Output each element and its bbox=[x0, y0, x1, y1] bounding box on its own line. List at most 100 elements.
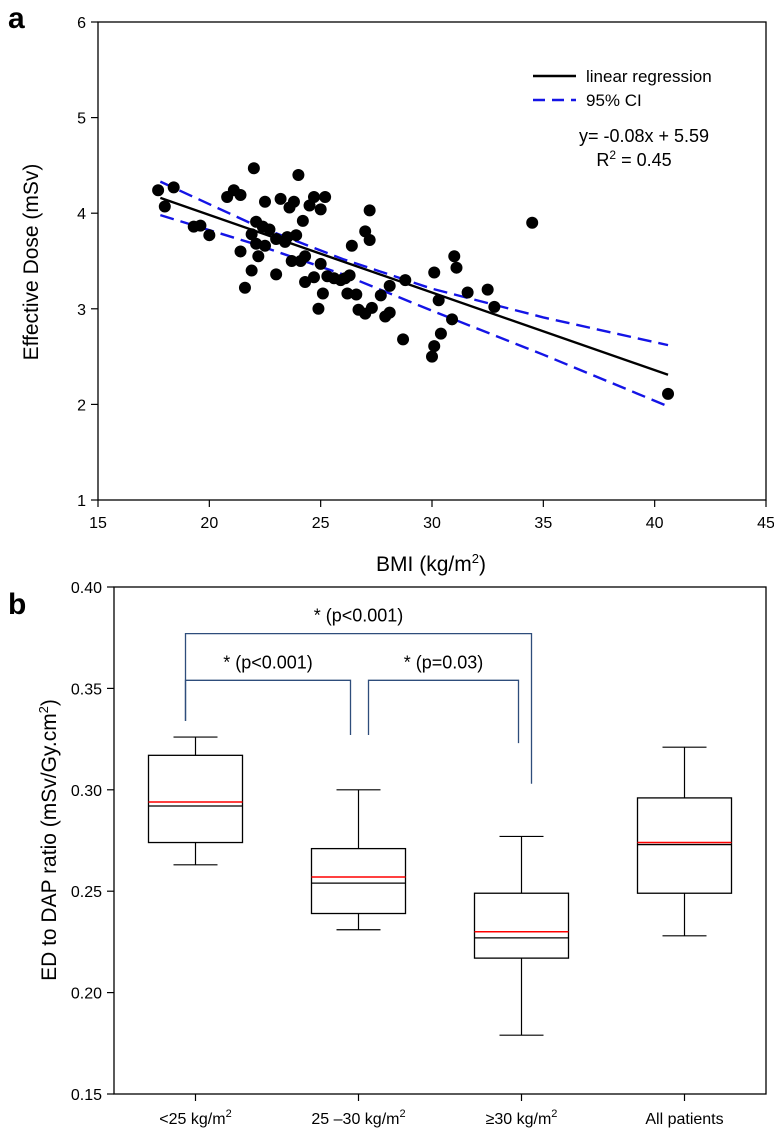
category-label-superscript: 2 bbox=[551, 1108, 557, 1120]
data-point bbox=[307, 190, 320, 203]
comparison-label: * (p<0.001) bbox=[314, 606, 404, 626]
data-point bbox=[428, 340, 441, 353]
data-point bbox=[383, 279, 396, 292]
data-point bbox=[314, 257, 327, 270]
data-point bbox=[299, 276, 312, 289]
y-tick-label: 0.15 bbox=[71, 1087, 102, 1104]
data-point bbox=[245, 264, 258, 277]
ci-upper-line bbox=[159, 180, 669, 347]
data-point bbox=[274, 192, 287, 205]
data-point bbox=[481, 283, 494, 296]
panel-a-legend: linear regression 95% CI bbox=[533, 67, 712, 110]
category-label-text: ≥30 kg/m bbox=[486, 1111, 552, 1128]
data-point bbox=[194, 219, 207, 232]
data-point bbox=[428, 266, 441, 279]
data-point bbox=[247, 162, 260, 175]
data-point bbox=[299, 250, 312, 263]
data-point bbox=[290, 229, 303, 242]
data-point bbox=[238, 281, 251, 294]
box-plot bbox=[310, 789, 407, 931]
interquartile-box bbox=[310, 847, 407, 915]
regression-line bbox=[159, 196, 669, 376]
panel-b-comparison-brackets: * (p<0.001) * (p<0.001) * (p=0.03) bbox=[184, 606, 533, 784]
data-point bbox=[399, 274, 412, 287]
data-point bbox=[287, 195, 300, 208]
box-plot bbox=[147, 736, 244, 866]
data-point bbox=[365, 301, 378, 314]
x-tick-label: 25 bbox=[312, 515, 330, 532]
panel-b-y-axis-title: ED to DAP ratio (mSv/Gy.cm2) bbox=[36, 699, 61, 981]
y-tick-label: 5 bbox=[77, 111, 86, 128]
data-point bbox=[259, 195, 271, 208]
comparison-bracket bbox=[184, 679, 352, 736]
data-point bbox=[345, 239, 358, 252]
panel-b-y-axis-title-suffix: ) bbox=[38, 699, 61, 706]
category-label-superscript: 2 bbox=[399, 1108, 405, 1120]
category-label: 25 –30 kg/m2 bbox=[311, 1108, 405, 1128]
category-label-text: <25 kg/m bbox=[159, 1111, 225, 1128]
y-tick-label: 0.40 bbox=[71, 580, 102, 597]
panel-a-x-axis-title-main: BMI (kg/m bbox=[376, 553, 472, 576]
data-point bbox=[203, 229, 216, 242]
category-label-text: All patients bbox=[645, 1111, 723, 1128]
data-point bbox=[461, 286, 474, 299]
comparison-bracket bbox=[367, 679, 520, 744]
interquartile-box bbox=[636, 797, 733, 894]
data-point bbox=[158, 200, 171, 213]
category-label-text: 25 –30 kg/m bbox=[311, 1111, 399, 1128]
panel-a-regression bbox=[159, 196, 669, 376]
data-point bbox=[292, 168, 305, 181]
panel-b-y-axis-title-superscript: 2 bbox=[36, 706, 51, 713]
y-tick-label: 0.30 bbox=[71, 783, 102, 800]
y-tick-label: 6 bbox=[77, 15, 86, 32]
panel-a-x-axis-title-suffix: ) bbox=[479, 553, 486, 576]
x-tick-label: 15 bbox=[89, 515, 107, 532]
data-point bbox=[316, 287, 329, 300]
data-point bbox=[270, 268, 283, 281]
interquartile-box bbox=[147, 754, 244, 844]
comparison-label: * (p=0.03) bbox=[404, 652, 484, 672]
legend-regression-label: linear regression bbox=[586, 67, 712, 86]
x-tick-label: 35 bbox=[534, 515, 552, 532]
data-point bbox=[488, 300, 501, 313]
data-point bbox=[234, 245, 247, 258]
data-point bbox=[307, 271, 320, 284]
data-point bbox=[363, 204, 376, 217]
interquartile-box bbox=[473, 892, 570, 959]
data-point bbox=[285, 255, 298, 267]
data-point bbox=[448, 250, 461, 263]
comparison-label: * (p<0.001) bbox=[223, 652, 313, 672]
panel-b-letter: b bbox=[8, 588, 26, 621]
data-point bbox=[350, 288, 363, 301]
data-point bbox=[312, 302, 325, 315]
data-point bbox=[446, 313, 459, 326]
panel-a-y-axis-title: Effective Dose (mSv) bbox=[20, 164, 43, 361]
y-tick-label: 2 bbox=[77, 397, 86, 414]
panel-a-letter: a bbox=[8, 2, 25, 35]
data-point bbox=[252, 250, 265, 263]
data-point bbox=[281, 231, 294, 244]
data-point bbox=[167, 181, 180, 194]
panel-b-box-plots bbox=[147, 736, 733, 1036]
panel-a-r-squared-superscript: 2 bbox=[609, 148, 616, 162]
category-label: <25 kg/m2 bbox=[159, 1108, 231, 1128]
category-label: ≥30 kg/m2 bbox=[486, 1108, 558, 1128]
data-point bbox=[319, 190, 332, 203]
panel-a-r-squared-suffix: = 0.45 bbox=[616, 150, 672, 170]
panel-a-confidence-interval bbox=[159, 180, 669, 408]
panel-a-r-squared: R2 = 0.45 bbox=[596, 148, 671, 170]
panel-a-data-points bbox=[152, 162, 675, 400]
data-point bbox=[152, 184, 165, 197]
legend-ci-label: 95% CI bbox=[586, 91, 642, 110]
panel-a-regression-equation: y= -0.08x + 5.59 bbox=[579, 126, 709, 146]
data-point bbox=[250, 237, 263, 250]
box-plot bbox=[473, 835, 570, 1036]
data-point bbox=[662, 387, 675, 400]
data-point bbox=[374, 289, 387, 302]
panel-b-plot-frame bbox=[113, 586, 767, 1095]
x-tick-label: 20 bbox=[200, 515, 218, 532]
x-tick-label: 40 bbox=[646, 515, 664, 532]
